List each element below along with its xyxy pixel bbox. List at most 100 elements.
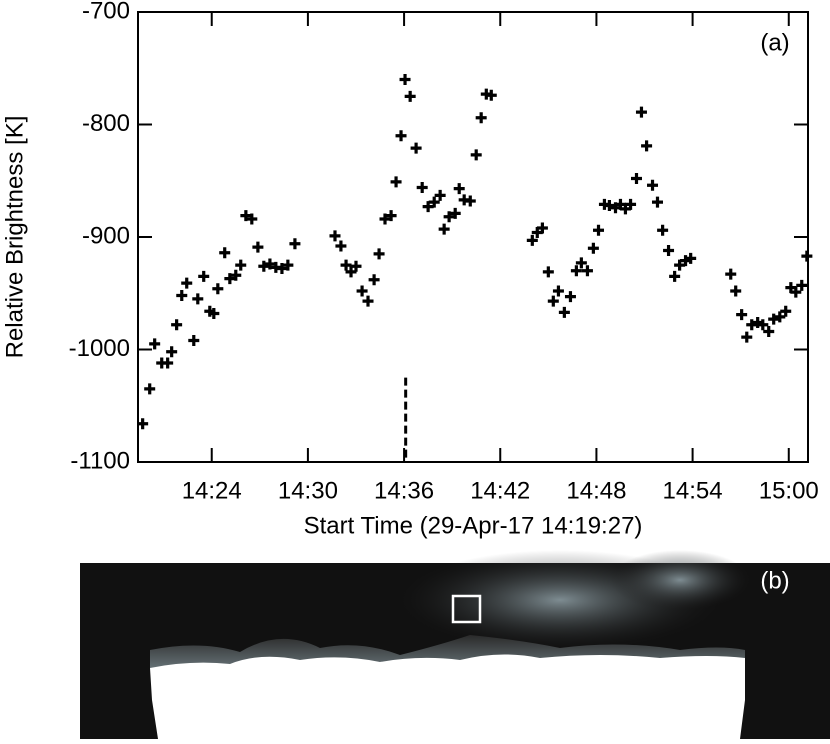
point	[558, 306, 570, 318]
plot-frame	[137, 11, 809, 463]
point	[144, 383, 156, 395]
x-tick-label: 14:48	[566, 477, 626, 504]
point	[176, 290, 188, 301]
point	[669, 270, 681, 282]
point	[198, 270, 210, 282]
point	[526, 234, 538, 246]
point	[730, 285, 742, 297]
image-box	[451, 594, 482, 624]
point	[547, 295, 559, 307]
point	[635, 106, 647, 118]
point	[581, 265, 593, 277]
point	[258, 260, 270, 272]
point	[641, 140, 653, 152]
point	[763, 326, 775, 337]
point	[630, 173, 642, 184]
point	[736, 309, 748, 321]
point	[350, 260, 362, 272]
point	[219, 247, 231, 259]
point	[166, 346, 178, 358]
point	[390, 176, 402, 188]
point	[685, 252, 697, 264]
point	[188, 335, 200, 346]
point	[470, 149, 482, 161]
point	[570, 265, 582, 277]
x-tick-label: 14:54	[663, 477, 723, 504]
point	[790, 286, 802, 298]
point	[475, 112, 487, 124]
point	[422, 201, 434, 213]
point	[264, 258, 276, 270]
point	[162, 357, 174, 369]
x-tick-label: 14:30	[278, 477, 338, 504]
point	[593, 224, 605, 236]
point	[647, 179, 659, 191]
y-axis-label: Relative Brightness [K]	[1, 116, 28, 359]
x-tick-label: 15:00	[759, 477, 819, 504]
point	[252, 241, 264, 253]
point	[404, 90, 416, 102]
point	[410, 142, 422, 154]
y-tick-label: -1000	[69, 335, 130, 362]
point	[564, 291, 576, 303]
point	[438, 223, 450, 235]
point	[192, 293, 204, 305]
point	[235, 259, 247, 271]
point	[741, 331, 753, 343]
point	[542, 266, 554, 278]
point	[757, 319, 769, 331]
point	[276, 263, 288, 274]
x-tick-label: 14:24	[182, 477, 242, 504]
point	[345, 266, 357, 278]
point	[603, 200, 615, 211]
point	[780, 305, 792, 317]
point	[230, 269, 242, 281]
point	[368, 274, 380, 286]
point	[373, 248, 385, 260]
point	[674, 259, 686, 271]
point	[385, 210, 397, 222]
x-tick-label: 14:42	[470, 477, 530, 504]
point	[774, 311, 786, 323]
point	[575, 257, 587, 269]
point	[416, 182, 428, 193]
image-bright-region	[150, 654, 745, 739]
x-axis-label: Start Time (29-Apr-17 14:19:27)	[304, 512, 643, 539]
point	[395, 130, 407, 142]
point	[212, 283, 224, 295]
point	[335, 240, 347, 252]
point	[485, 89, 497, 101]
y-tick-label: -800	[82, 110, 130, 137]
y-tick-label: -900	[82, 222, 130, 249]
x-tick-label: 14:36	[374, 477, 434, 504]
y-tick-label: -1100	[70, 447, 130, 474]
point	[379, 213, 391, 225]
point	[362, 295, 374, 307]
point	[725, 268, 737, 280]
point	[796, 279, 808, 291]
point	[356, 285, 368, 297]
point	[137, 418, 149, 430]
point	[246, 213, 258, 225]
point	[552, 285, 564, 297]
point	[768, 313, 780, 325]
point	[453, 183, 465, 195]
point	[399, 74, 411, 85]
image-panel: (b)	[80, 550, 830, 739]
point	[428, 196, 440, 208]
point	[464, 195, 476, 207]
point	[651, 196, 663, 208]
point	[449, 207, 461, 219]
image-cloud	[610, 550, 750, 610]
panel-label: (a)	[760, 29, 789, 56]
image-limb	[150, 668, 158, 739]
point	[663, 245, 675, 256]
point	[208, 308, 220, 319]
point	[289, 238, 301, 250]
point	[329, 230, 341, 242]
point	[746, 319, 758, 331]
point	[443, 211, 455, 223]
point	[801, 250, 813, 262]
